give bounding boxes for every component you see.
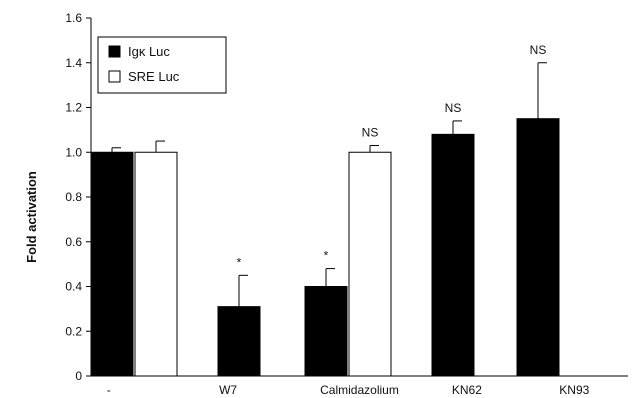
legend-swatch-series-0 bbox=[108, 45, 121, 58]
y-tick-label-1: 0.2 bbox=[65, 324, 82, 338]
bar-series-0-1 bbox=[217, 306, 261, 377]
y-tick-label-2: 0.4 bbox=[65, 280, 82, 294]
axes: 0 0.2 0.4 0.6 0.8 1.0 1.2 1.4 1.6 - W7 Calmidazoliu… bbox=[65, 11, 628, 397]
annotation-series-1-2: NS bbox=[362, 126, 379, 140]
y-tick-label-3: 0.6 bbox=[65, 235, 82, 249]
y-tick-label-5: 1.0 bbox=[65, 145, 82, 159]
bar-series-0-3 bbox=[431, 133, 475, 377]
annotation-series-0-4: NS bbox=[530, 43, 547, 57]
y-tick-label-6: 1.2 bbox=[65, 101, 82, 115]
x-tick-label-4: KN93 bbox=[559, 383, 589, 397]
legend-swatch-series-1 bbox=[108, 70, 121, 83]
bar-series-1-0 bbox=[134, 151, 178, 377]
legend: Igκ Luc SRE Luc bbox=[97, 36, 227, 94]
legend-label-series-1: SRE Luc bbox=[128, 69, 180, 84]
x-tick-label-0: - bbox=[107, 383, 111, 397]
bar-series-1-2 bbox=[348, 151, 392, 377]
annotations: * * NS NS NS bbox=[237, 43, 547, 270]
x-tick-label-1: W7 bbox=[219, 383, 237, 397]
x-tick-label-3: KN62 bbox=[452, 383, 482, 397]
bar-series-0-4 bbox=[516, 118, 560, 377]
x-tick-label-2: Calmidazolium bbox=[320, 383, 399, 397]
y-tick-label-4: 0.8 bbox=[65, 190, 82, 204]
y-tick-label-8: 1.6 bbox=[65, 11, 82, 25]
bars bbox=[90, 62, 560, 377]
bar-series-0-0 bbox=[90, 151, 134, 377]
annotation-series-0-3: NS bbox=[445, 101, 462, 115]
legend-label-series-0: Igκ Luc bbox=[128, 44, 170, 59]
y-tick-label-0: 0 bbox=[75, 369, 82, 383]
y-axis-title: Fold activation bbox=[24, 171, 39, 263]
y-tick-label-7: 1.4 bbox=[65, 56, 82, 70]
annotation-series-0-1: * bbox=[237, 255, 242, 269]
bar-series-0-2 bbox=[304, 286, 348, 377]
annotation-series-0-2: * bbox=[324, 249, 329, 263]
